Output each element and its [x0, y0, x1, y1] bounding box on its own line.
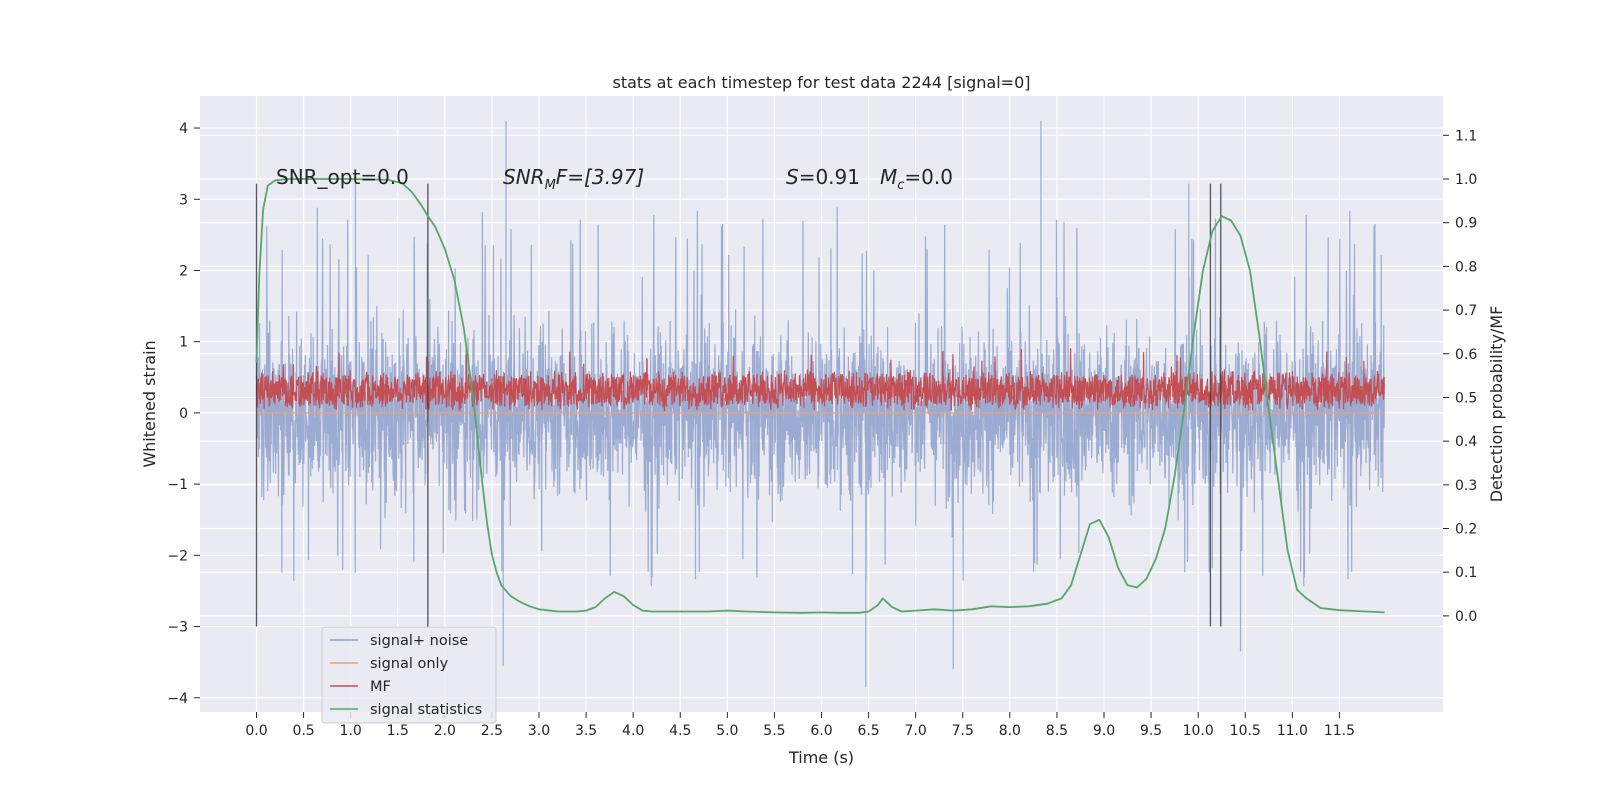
x-tick-label-12: 6.0	[810, 723, 832, 739]
y-right-tick-label-9: 0.9	[1455, 216, 1477, 232]
y-right-tick-label-6: 0.6	[1455, 347, 1477, 363]
y-left-tick-label-4: 0	[179, 406, 188, 422]
x-tick-label-6: 3.0	[528, 723, 550, 739]
legend-label-signal-noise: signal+ noise	[370, 633, 468, 649]
annotation-s-rest: =0.91	[799, 165, 860, 189]
x-tick-label-20: 10.0	[1183, 723, 1214, 739]
y-right-tick-label-1: 0.1	[1455, 565, 1477, 581]
chart-title: stats at each timestep for test data 224…	[612, 73, 1030, 92]
y-left-tick-label-0: −4	[167, 691, 188, 707]
x-tick-label-11: 5.5	[763, 723, 785, 739]
x-tick-label-4: 2.0	[434, 723, 456, 739]
y-axis-left-ticks: −4 −3 −2 −1 0 1 2 3 4	[167, 121, 200, 707]
annotation-snr-mf-sub: M	[545, 178, 556, 193]
legend-label-signal-statistics: signal statistics	[370, 702, 482, 718]
x-tick-label-21: 10.5	[1230, 723, 1261, 739]
y-axis-left-label: Whitened strain	[140, 340, 159, 467]
annotation-mc-rest: =0.0	[904, 165, 953, 189]
legend: signal+ noise signal only MF signal stat…	[321, 626, 497, 724]
y-left-tick-label-2: −2	[167, 548, 188, 564]
y-right-tick-label-10: 1.0	[1455, 172, 1477, 188]
annotation-snr-mf-rest: F=[3.97]	[556, 165, 644, 189]
annotation-snr-opt: SNR_opt=0.0	[276, 165, 409, 189]
x-tick-label-2: 1.0	[340, 723, 362, 739]
x-tick-label-5: 2.5	[481, 723, 503, 739]
x-tick-label-8: 4.0	[622, 723, 644, 739]
y-axis-right-ticks: 0.0 0.1 0.2 0.3 0.4 0.5 0.6 0.7 0.8 0.9 1.0 1.1	[1443, 128, 1477, 625]
y-left-tick-label-5: 1	[179, 335, 188, 351]
series-signal-statistics	[255, 178, 1385, 614]
x-tick-label-13: 6.5	[857, 723, 879, 739]
x-tick-label-14: 7.0	[905, 723, 927, 739]
y-axis-right-label: Detection probability/MF	[1487, 306, 1506, 503]
signal-statistics-line	[255, 178, 1385, 614]
annotation-s-base: S	[786, 165, 799, 189]
annotation-snr-mf-base: SNR	[503, 165, 545, 189]
x-axis-ticks: 0.0 0.5 1.0 1.5 2.0 2.5 3.0 3.5 4.0 4.5 5.0 5.5 6.0 6…	[245, 712, 1355, 739]
x-tick-label-3: 1.5	[387, 723, 409, 739]
y-right-tick-label-5: 0.5	[1455, 390, 1477, 406]
y-left-tick-label-6: 2	[179, 263, 188, 279]
x-tick-label-16: 8.0	[999, 723, 1021, 739]
x-tick-label-19: 9.5	[1140, 723, 1162, 739]
vertical-markers	[255, 183, 1222, 627]
annotation-snr-mf: SNRMF=[3.97]	[503, 165, 644, 193]
y-right-tick-label-3: 0.3	[1455, 478, 1477, 494]
y-right-tick-label-2: 0.2	[1455, 522, 1477, 538]
y-left-tick-label-1: −3	[167, 620, 188, 636]
x-tick-label-22: 11.0	[1277, 723, 1308, 739]
x-tick-label-0: 0.0	[245, 723, 267, 739]
y-right-tick-label-7: 0.7	[1455, 303, 1477, 319]
x-tick-label-7: 3.5	[575, 723, 597, 739]
signal-noise-line	[255, 120, 1386, 688]
x-tick-label-23: 11.5	[1324, 723, 1355, 739]
annotation-mc-sub: c	[897, 178, 904, 193]
x-tick-label-10: 5.0	[716, 723, 738, 739]
y-left-tick-label-3: −1	[167, 477, 188, 493]
x-tick-label-17: 8.5	[1046, 723, 1068, 739]
y-right-tick-label-8: 0.8	[1455, 259, 1477, 275]
x-axis-label: Time (s)	[788, 748, 854, 767]
x-tick-label-9: 4.5	[669, 723, 691, 739]
annotation-mc-base: M	[880, 165, 897, 189]
series-signal-noise	[255, 120, 1386, 688]
series-mf	[255, 345, 1386, 412]
y-right-tick-label-11: 1.1	[1455, 128, 1477, 144]
x-tick-label-15: 7.5	[952, 723, 974, 739]
x-tick-label-1: 0.5	[292, 723, 314, 739]
y-right-tick-label-0: 0.0	[1455, 609, 1477, 625]
y-right-tick-label-4: 0.4	[1455, 434, 1477, 450]
mf-line	[255, 345, 1386, 412]
y-left-tick-label-7: 3	[179, 192, 188, 208]
x-tick-label-18: 9.0	[1093, 723, 1115, 739]
annotation-mc: Mc=0.0	[880, 165, 953, 193]
legend-box	[321, 626, 497, 724]
legend-label-mf: MF	[370, 679, 391, 695]
legend-label-signal-only: signal only	[370, 656, 449, 672]
annotation-s: S=0.91	[786, 165, 860, 189]
y-left-tick-label-8: 4	[179, 121, 188, 137]
